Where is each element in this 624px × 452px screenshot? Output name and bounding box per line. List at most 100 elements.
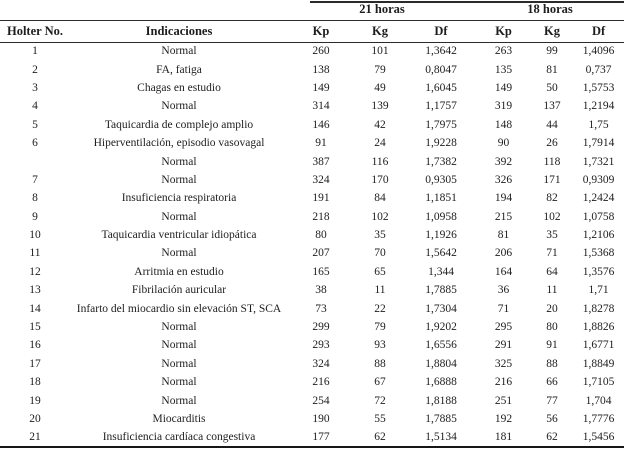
cell-kp-21h: 138 (312, 63, 330, 76)
hour-group-header-row: 21 horas 18 horas (0, 0, 624, 20)
cell-df-21h: 0,9305 (425, 173, 457, 186)
col-header-holter-no: Holter No. (6, 23, 63, 38)
table-body: 1 Normal 260 101 1,3642 263 99 1,4096 2 … (0, 42, 624, 447)
cell-kp-21h: 260 (312, 45, 330, 58)
table-row: 9 Normal 218 102 1,0958 215 102 1,0758 (0, 208, 624, 226)
cell-kg-18h: 66 (546, 376, 558, 389)
cell-df-21h: 1,7975 (425, 118, 457, 131)
cell-kp-18h: 192 (494, 413, 513, 425)
cell-df-21h: 1,7304 (425, 302, 457, 315)
cell-df-18h: 1,5456 (582, 430, 615, 443)
cell-df-21h: 1,6888 (425, 376, 457, 389)
cell-holter-no: 4 (32, 100, 38, 113)
table-row: 20 Miocarditis 190 55 1,7885 192 56 1,77… (0, 410, 624, 428)
cell-kp-21h: 324 (312, 173, 330, 186)
cell-df-21h: 0,8047 (425, 63, 457, 76)
cell-kp-18h: 392 (494, 155, 513, 168)
cell-df-21h: 1,3642 (425, 45, 457, 58)
cell-df-21h: 1,8804 (425, 357, 457, 370)
cell-indicacion: Normal (161, 376, 197, 389)
cell-kp-18h: 135 (494, 63, 513, 76)
cell-kp-21h: 38 (315, 284, 327, 297)
cell-indicacion: Chagas en estudio (137, 81, 221, 94)
cell-kp-18h: 206 (494, 247, 513, 260)
cell-kp-18h: 36 (497, 284, 510, 297)
cell-df-18h: 1,6771 (582, 339, 615, 352)
cell-df-18h: 1,7321 (582, 155, 615, 168)
cell-holter-no: 1 (32, 45, 38, 58)
cell-holter-no: 2 (32, 63, 38, 76)
cell-holter-no: 19 (29, 394, 41, 407)
cell-df-18h: 1,2424 (582, 192, 615, 205)
cell-kp-21h: 293 (312, 339, 330, 352)
cell-indicacion: Normal (161, 45, 197, 58)
cell-indicacion: Infarto del miocardio sin elevación ST, … (76, 302, 282, 315)
table-row: 12 Arritmia en estudio 165 65 1,344 164 … (0, 263, 624, 281)
cell-indicacion: Insuficiencia respiratoria (121, 192, 237, 205)
cell-kg-21h: 93 (374, 339, 386, 352)
cell-df-21h: 1,7885 (425, 284, 457, 297)
table-head: 21 horas 18 horas Holter No. Indicacione… (0, 0, 624, 42)
cell-kp-18h: 295 (494, 321, 513, 334)
cell-df-18h: 1,5753 (582, 81, 615, 94)
cell-kg-18h: 102 (543, 210, 561, 223)
cell-kg-21h: 55 (374, 413, 386, 425)
cell-kg-21h: 84 (374, 192, 386, 205)
col-header-df-21h: Df (434, 23, 448, 38)
cell-kg-18h: 35 (546, 229, 558, 242)
cell-kp-18h: 148 (494, 118, 513, 131)
cell-kp-21h: 146 (312, 118, 330, 131)
cell-kg-18h: 77 (546, 394, 558, 407)
table-row: Normal 387 116 1,7382 392 118 1,7321 (0, 152, 624, 170)
cell-df-21h: 1,6045 (425, 81, 457, 94)
cell-df-21h: 1,9228 (425, 137, 457, 150)
cell-kp-21h: 254 (312, 394, 330, 407)
cell-indicacion: Normal (161, 339, 197, 352)
cell-kp-21h: 165 (312, 265, 330, 278)
cell-df-18h: 1,8849 (582, 357, 615, 370)
cell-df-18h: 1,3576 (582, 265, 615, 278)
cell-df-21h: 1,5642 (425, 247, 457, 260)
cell-df-18h: 1,0758 (582, 210, 615, 223)
cell-kg-21h: 65 (374, 265, 386, 278)
cell-df-21h: 1,1851 (425, 192, 457, 205)
cell-df-18h: 1,2106 (582, 229, 615, 242)
cell-kg-21h: 102 (371, 210, 389, 223)
cell-kg-18h: 118 (543, 155, 561, 168)
col-header-kg-21h: Kg (372, 23, 388, 38)
cell-df-21h: 1,5134 (425, 430, 457, 443)
cell-kp-18h: 263 (494, 45, 513, 58)
cell-kp-21h: 324 (312, 357, 330, 370)
table-row: 5 Taquicardia de complejo amplio 146 42 … (0, 116, 624, 134)
cell-holter-no: 5 (32, 118, 38, 131)
hour-groups-top-rule (310, 1, 624, 3)
table-row: 15 Normal 299 79 1,9202 295 80 1,8826 (0, 318, 624, 336)
cell-indicacion: Normal (161, 173, 197, 186)
cell-kp-21h: 216 (312, 376, 330, 389)
cell-indicacion: Normal (161, 247, 197, 260)
cell-holter-no: 3 (32, 81, 38, 94)
col-header-kp-21h: Kp (312, 23, 330, 38)
cell-kp-18h: 181 (494, 430, 513, 443)
cell-holter-no: 16 (29, 339, 41, 352)
cell-df-18h: 1,704 (585, 394, 612, 407)
cell-holter-no: 18 (29, 376, 41, 389)
cell-kg-21h: 62 (374, 430, 386, 443)
table-row: 4 Normal 314 139 1,1757 319 137 1,2194 (0, 97, 624, 115)
cell-df-18h: 1,8826 (582, 321, 615, 334)
cell-kp-21h: 190 (312, 413, 330, 425)
cell-kp-21h: 91 (315, 137, 327, 150)
cell-df-18h: 1,7914 (582, 137, 615, 150)
cell-kg-18h: 50 (546, 81, 558, 94)
cell-kg-18h: 81 (546, 63, 558, 76)
table-row: 13 Fibrilación auricular 38 11 1,7885 36… (0, 281, 624, 299)
cell-kp-18h: 164 (494, 265, 513, 278)
table-row: 2 FA, fatiga 138 79 0,8047 135 81 0,737 (0, 60, 624, 78)
cell-indicacion: Normal (161, 357, 197, 370)
cell-kg-18h: 20 (546, 302, 558, 315)
cell-holter-no: 15 (29, 321, 41, 334)
cell-kp-21h: 177 (312, 430, 330, 443)
table-row: 7 Normal 324 170 0,9305 326 171 0,9309 (0, 171, 624, 189)
table-row: 17 Normal 324 88 1,8804 325 88 1,8849 (0, 355, 624, 373)
